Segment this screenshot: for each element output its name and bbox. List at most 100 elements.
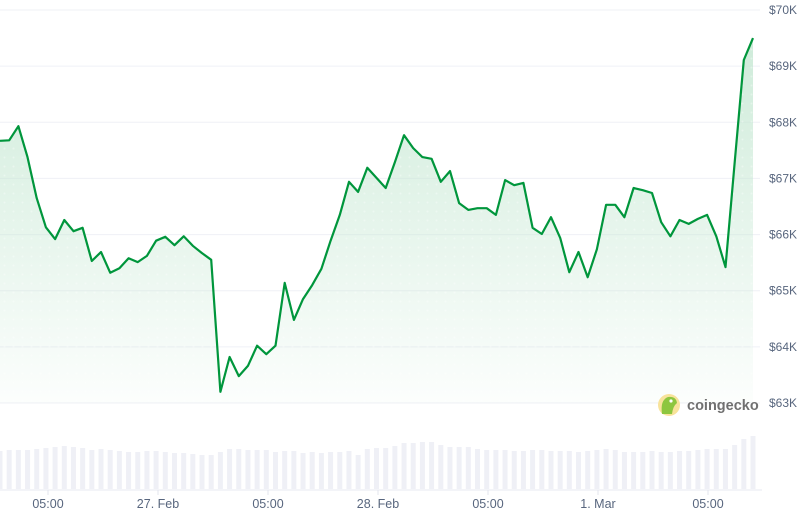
volume-bar (465, 447, 471, 489)
volume-bar (383, 448, 389, 489)
volume-bar (741, 439, 747, 489)
volume-bar (153, 451, 159, 489)
volume-bar (190, 454, 196, 489)
volume-bar (548, 451, 554, 489)
x-tick-label: 28. Feb (357, 497, 399, 511)
y-tick-label: $67K (769, 171, 797, 185)
volume-bar (438, 445, 444, 489)
volume-bar (585, 451, 591, 489)
x-axis-labels: 05:00 27. Feb 05:00 28. Feb 05:00 1. Mar 05:00 (32, 490, 724, 511)
volume-bar (364, 449, 370, 489)
volume-bar (429, 442, 435, 489)
volume-bar (116, 451, 122, 489)
volume-bar (576, 452, 582, 489)
gecko-head-icon (661, 396, 677, 414)
x-tick-label: 1. Mar (580, 497, 615, 511)
volume-bar (511, 451, 517, 489)
volume-bar (70, 447, 76, 489)
volume-bar (539, 450, 545, 489)
volume-bar (557, 451, 563, 489)
volume-bar (126, 452, 132, 489)
y-tick-label: $66K (769, 228, 797, 242)
volume-bar (649, 451, 655, 489)
x-tick-label: 05:00 (252, 497, 283, 511)
volume-bar (667, 452, 673, 489)
y-axis-labels: $63K $64K $65K $66K $67K $68K $69K $70K (769, 3, 797, 410)
volume-bar (162, 452, 168, 489)
volume-bar (199, 455, 205, 489)
volume-bar (502, 450, 508, 489)
volume-bar (300, 453, 306, 489)
volume-bar (566, 451, 572, 489)
y-tick-label: $65K (769, 284, 797, 298)
volume-bar (704, 449, 710, 489)
volume-bar (135, 452, 141, 489)
volume-bar (291, 451, 297, 489)
volume-bar (337, 452, 343, 489)
volume-bar (713, 449, 719, 489)
volume-bar (750, 436, 756, 489)
coingecko-watermark: coingecko (658, 394, 759, 416)
volume-bar (0, 451, 3, 489)
volume-bar (392, 446, 398, 489)
volume-bar (80, 448, 86, 489)
volume-bar (621, 452, 627, 489)
volume-bar (374, 448, 379, 489)
volume-bar (484, 450, 490, 489)
volume-bar (475, 449, 481, 489)
y-tick-label: $70K (769, 3, 797, 17)
volume-bar (6, 450, 12, 489)
volume-bar (263, 450, 269, 489)
y-tick-label: $64K (769, 340, 797, 354)
volume-bar (245, 450, 251, 489)
volume-bar (227, 449, 233, 489)
volume-bar (346, 451, 352, 489)
y-tick-label: $68K (769, 115, 797, 129)
x-tick-label: 05:00 (32, 497, 63, 511)
volume-bar (15, 450, 21, 489)
volume-bar (61, 446, 67, 489)
volume-bar (722, 449, 728, 489)
volume-bar (25, 450, 31, 489)
volume-bar (447, 447, 453, 489)
volume-bar (410, 443, 416, 489)
volume-bar (272, 452, 278, 489)
volume-bar (355, 455, 361, 489)
volume-bar (658, 452, 664, 489)
volume-bar (520, 451, 526, 489)
volume-bar (640, 452, 646, 489)
volume-bar (309, 452, 315, 489)
watermark-text: coingecko (687, 398, 759, 414)
volume-bar (594, 450, 600, 489)
x-tick-label: 05:00 (472, 497, 503, 511)
volume-bar (107, 450, 113, 489)
volume-bar (677, 451, 683, 489)
volume-bars (0, 436, 756, 489)
volume-bar (493, 450, 499, 489)
volume-bar (732, 445, 738, 489)
volume-bar (181, 453, 187, 489)
volume-bar (695, 450, 701, 489)
volume-bar (328, 452, 334, 489)
volume-bar (419, 442, 425, 489)
volume-bar (603, 449, 609, 489)
y-tick-label: $63K (769, 396, 797, 410)
volume-bar (34, 449, 40, 489)
volume-bar (530, 450, 536, 489)
volume-bar (686, 451, 692, 489)
volume-bar (208, 455, 214, 489)
y-tick-label: $69K (769, 59, 797, 73)
price-line (0, 37, 755, 393)
volume-bar (98, 449, 104, 489)
volume-bar (254, 450, 260, 489)
volume-bar (217, 452, 223, 489)
volume-bar (612, 450, 618, 489)
price-area-dots (0, 38, 753, 403)
volume-bar (171, 453, 177, 489)
volume-bar (236, 449, 242, 489)
x-tick-label: 27. Feb (137, 497, 179, 511)
volume-bar (282, 451, 288, 489)
volume-bar (456, 447, 462, 489)
x-tick-label: 05:00 (692, 497, 723, 511)
